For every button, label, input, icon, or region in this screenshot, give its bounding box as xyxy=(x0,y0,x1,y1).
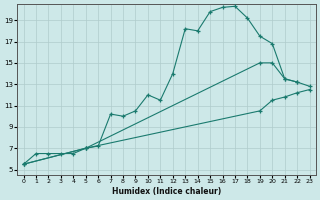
X-axis label: Humidex (Indice chaleur): Humidex (Indice chaleur) xyxy=(112,187,221,196)
